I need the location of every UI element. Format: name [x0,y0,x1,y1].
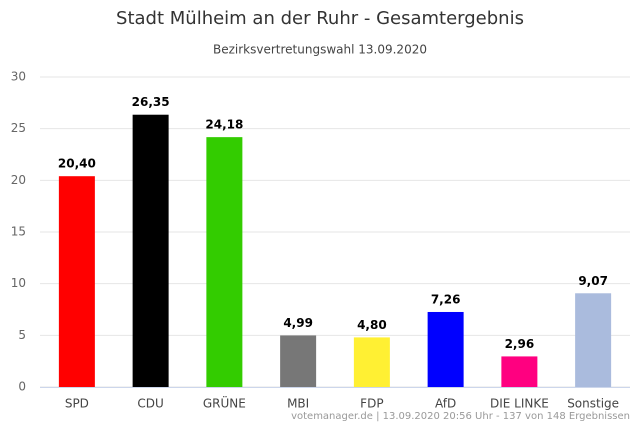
value-label: 4,99 [283,316,313,330]
y-tick-label: 20 [11,173,26,187]
x-tick-label: CDU [137,397,163,411]
credits: votemanager.de | 13.09.2020 20:56 Uhr - … [291,411,630,422]
bar [58,176,95,387]
value-label: 7,26 [431,292,461,306]
y-tick-label: 30 [11,70,26,84]
x-tick-label: MBI [287,397,309,411]
bar [132,114,169,387]
y-tick-label: 5 [18,328,26,342]
x-tick-label: Sonstige [567,397,619,411]
value-label: 24,18 [205,118,243,132]
value-label: 4,80 [357,318,387,332]
value-label: 20,40 [58,157,96,171]
bar [501,356,538,387]
bar [206,137,243,387]
chart-subtitle: Bezirksvertretungswahl 13.09.2020 [213,43,427,57]
x-tick-label: SPD [65,397,89,411]
value-label: 9,07 [578,274,608,288]
x-tick-label: DIE LINKE [490,397,549,411]
x-tick-label: GRÜNE [203,395,246,411]
y-tick-label: 0 [18,380,26,394]
y-tick-label: 10 [11,276,26,290]
value-label: 2,96 [505,337,535,351]
bar [427,311,464,387]
x-tick-label: FDP [360,397,383,411]
y-tick-label: 25 [11,121,26,135]
bar [353,337,390,387]
value-label: 26,35 [132,95,170,109]
chart-title: Stadt Mülheim an der Ruhr - Gesamtergebn… [116,8,524,29]
bar [280,335,317,387]
x-tick-label: AfD [435,397,456,411]
y-tick-label: 15 [11,225,26,239]
bar [575,293,612,387]
